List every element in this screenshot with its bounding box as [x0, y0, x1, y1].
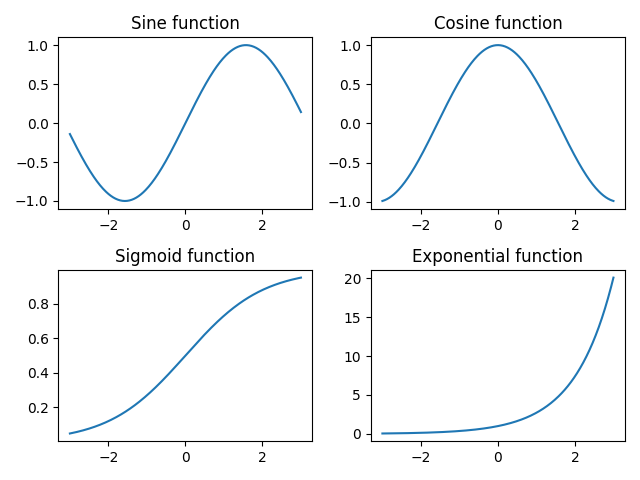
Title: Cosine function: Cosine function: [433, 15, 563, 33]
Title: Sigmoid function: Sigmoid function: [115, 248, 255, 265]
Title: Exponential function: Exponential function: [412, 248, 584, 265]
Title: Sine function: Sine function: [131, 15, 240, 33]
